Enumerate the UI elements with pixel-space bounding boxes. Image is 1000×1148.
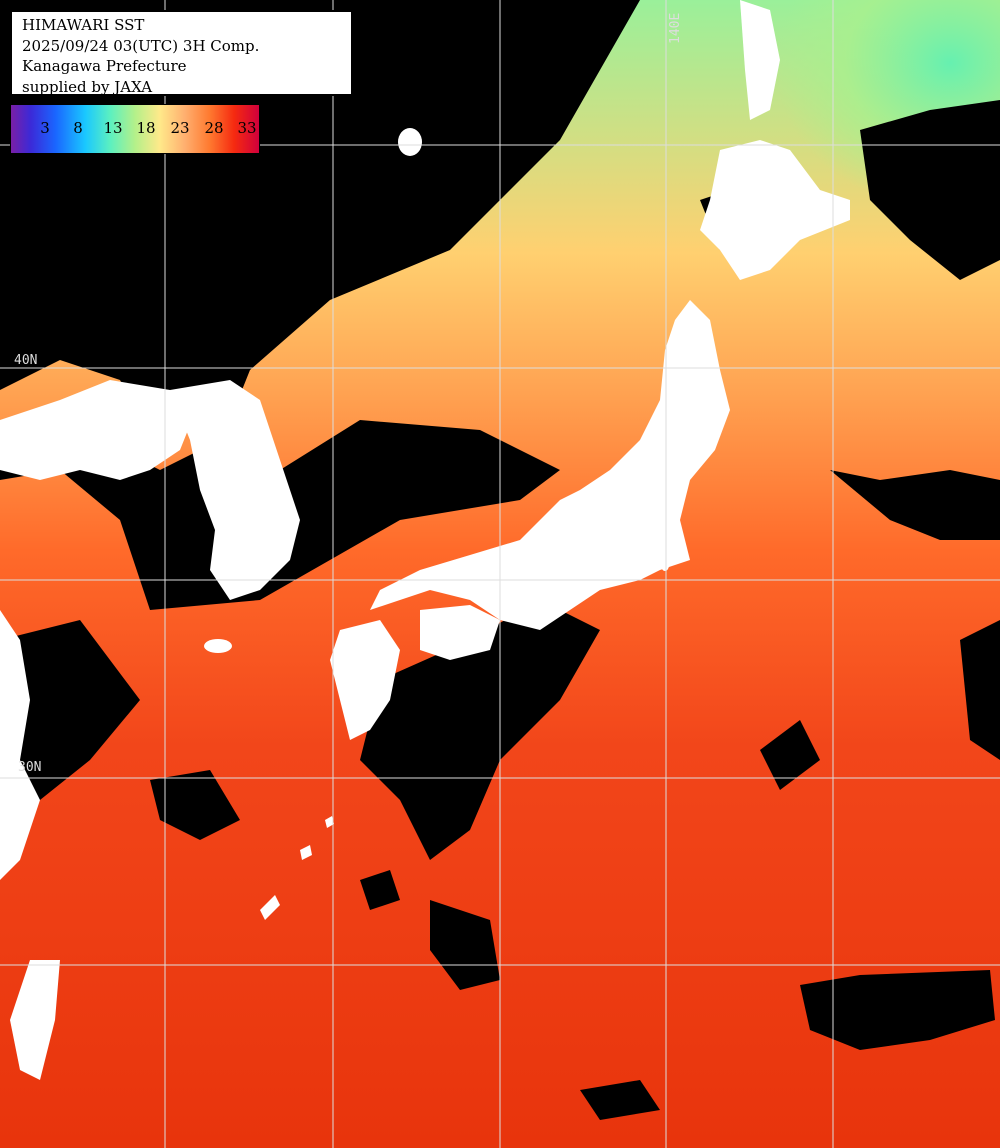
mainland-asia: [0, 380, 200, 480]
izu-island: [661, 559, 669, 571]
hokkaido: [700, 140, 850, 280]
korea-peninsula: [170, 380, 300, 600]
lat-40n-label: 40N: [14, 353, 38, 368]
legend-label: 23: [170, 119, 190, 137]
legend-label: 8: [73, 119, 83, 137]
product-title: HIMAWARI SST: [22, 16, 145, 34]
info-box: HIMAWARI SST 2025/09/24 03(UTC) 3H Comp.…: [10, 10, 353, 96]
taiwan: [10, 960, 60, 1080]
color-legend: 3 8 13 18 23 28 33: [10, 104, 260, 154]
land: [0, 0, 850, 1080]
legend-label: 3: [40, 119, 50, 137]
lat-30n-label: 30N: [18, 760, 42, 775]
china-coast: [0, 610, 40, 880]
shikoku: [420, 605, 500, 660]
legend-label: 33: [237, 119, 257, 137]
lon-140e-label: 140E: [668, 12, 683, 44]
region-text: Kanagawa Prefecture: [22, 57, 187, 75]
ryukyu-islands: [260, 816, 334, 920]
legend-label: 18: [136, 119, 156, 137]
credit-text: supplied by JAXA: [22, 77, 153, 96]
legend-label: 28: [204, 119, 224, 137]
honshu: [370, 300, 730, 630]
kyushu: [330, 620, 400, 740]
legend-labels: 3 8 13 18 23 28 33: [11, 119, 261, 139]
sakhalin: [740, 0, 780, 120]
jeju-island: [204, 639, 232, 653]
legend-label: 13: [103, 119, 123, 137]
ulleung-island: [398, 128, 422, 156]
timestamp-text: 2025/09/24 03(UTC) 3H Comp.: [22, 36, 260, 55]
